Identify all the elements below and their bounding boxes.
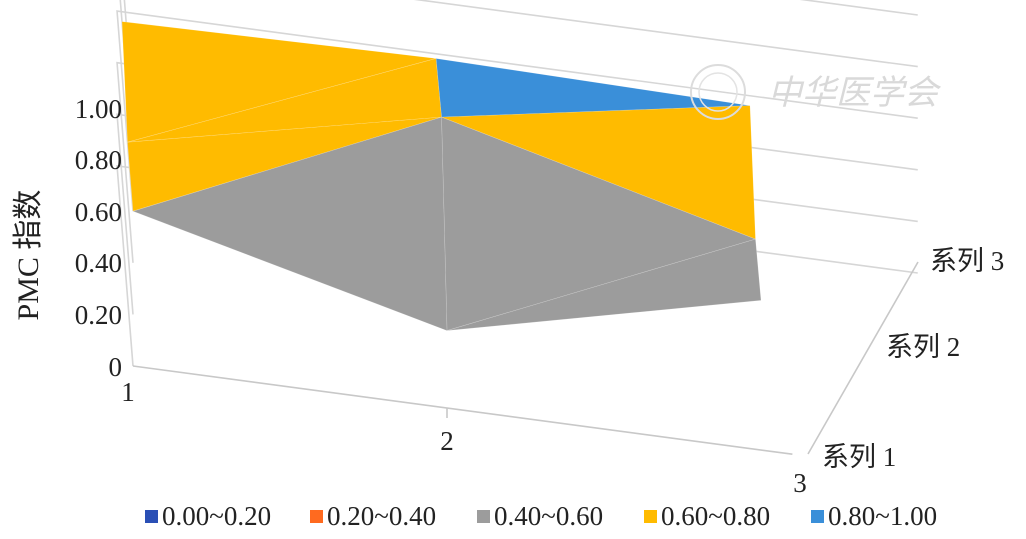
z-tick-label: 0.20 [75,300,122,330]
z-tick-label: 0.80 [75,145,122,175]
legend-swatch [145,510,158,523]
legend-swatch [644,510,657,523]
watermark-seal-inner-icon [698,72,738,112]
z-tick-label: 0 [109,352,123,382]
x-tick-label: 3 [793,468,807,498]
legend-label: 0.00~0.20 [162,501,271,531]
series-tick-label: 系列 1 [822,442,896,472]
legend-label: 0.60~0.80 [661,501,770,531]
axes [132,261,919,455]
z-tick-label: 0.60 [75,197,122,227]
x-tick-label: 1 [121,377,135,407]
x-tick-label: 2 [440,426,454,456]
watermark-text: 中华医学会 [768,73,942,113]
legend-swatch [811,510,824,523]
legend-label: 0.20~0.40 [327,501,436,531]
legend-label: 0.40~0.60 [494,501,603,531]
series-tick-label: 系列 2 [886,332,960,362]
series-axis-line [807,261,919,455]
legend-swatch [310,510,323,523]
z-tick-label: 1.00 [75,94,122,124]
legend: 0.00~0.20 0.20~0.40 0.40~0.60 0.60~0.80 … [145,501,937,531]
watermark: 中华医学会 [690,64,942,120]
legend-swatch [477,510,490,523]
surface-facet [132,116,448,332]
surface-facet [446,238,762,331]
series-tick-label: 系列 3 [930,246,1004,276]
surface-plot [121,21,762,332]
z-tick-label: 0.40 [75,248,122,278]
x-axis-line [132,365,793,455]
legend-label: 0.80~1.00 [828,501,937,531]
z-axis-label: PMC 指数 [12,190,45,321]
watermark-seal-icon [690,64,746,120]
